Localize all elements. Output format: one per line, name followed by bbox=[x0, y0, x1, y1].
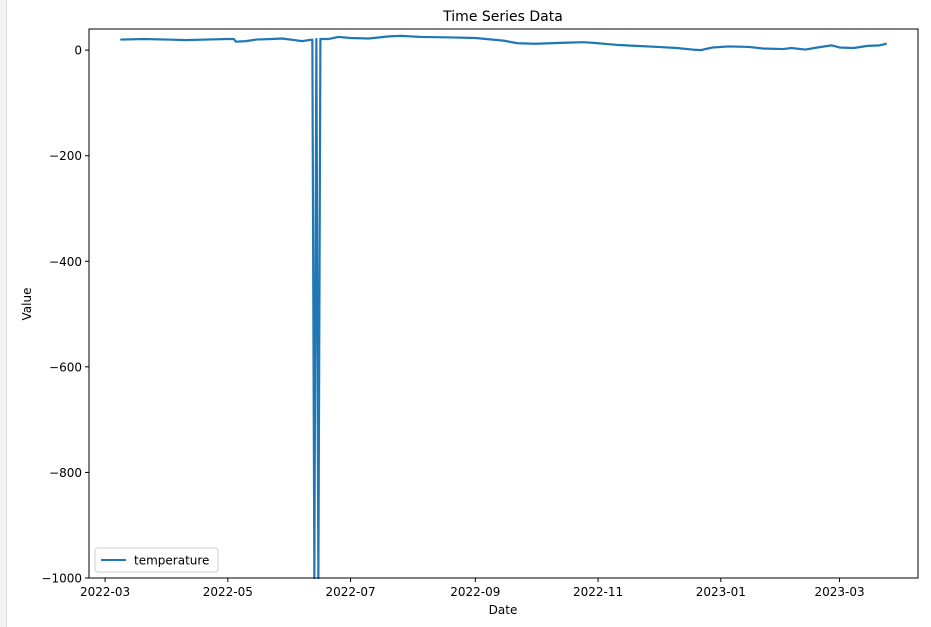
x-tick-label: 2023-03 bbox=[814, 585, 864, 599]
x-tick-label: 2022-03 bbox=[80, 585, 130, 599]
y-tick-label: 0 bbox=[74, 44, 82, 58]
chart-title: Time Series Data bbox=[442, 9, 563, 25]
series-layer bbox=[120, 34, 887, 580]
x-axis-label: Date bbox=[489, 603, 518, 617]
x-axis-ticks: 2022-03 2022-05 2022-07 2022-09 2022-11 2023-… bbox=[80, 578, 865, 599]
window-edge bbox=[0, 0, 7, 627]
x-tick-label: 2022-07 bbox=[326, 585, 376, 599]
y-tick-label: −200 bbox=[49, 149, 82, 163]
y-tick-label: −400 bbox=[49, 255, 82, 269]
y-axis-label: Value bbox=[20, 288, 34, 321]
legend: temperature bbox=[94, 547, 219, 573]
x-tick-label: 2022-09 bbox=[450, 585, 500, 599]
x-tick-label: 2022-05 bbox=[203, 585, 253, 599]
x-tick-label: 2022-11 bbox=[573, 585, 623, 599]
legend-label-temperature: temperature bbox=[134, 554, 209, 568]
y-tick-label: −800 bbox=[49, 466, 82, 480]
plot-area-frame bbox=[88, 28, 919, 579]
series-line-temperature bbox=[120, 34, 887, 580]
x-tick-label: 2023-01 bbox=[696, 585, 746, 599]
y-axis-ticks: 0 −200 −400 −600 −800 −1000 bbox=[41, 44, 89, 586]
y-tick-label: −600 bbox=[49, 360, 82, 374]
legend-box bbox=[94, 547, 219, 573]
y-tick-label: −1000 bbox=[41, 572, 82, 586]
